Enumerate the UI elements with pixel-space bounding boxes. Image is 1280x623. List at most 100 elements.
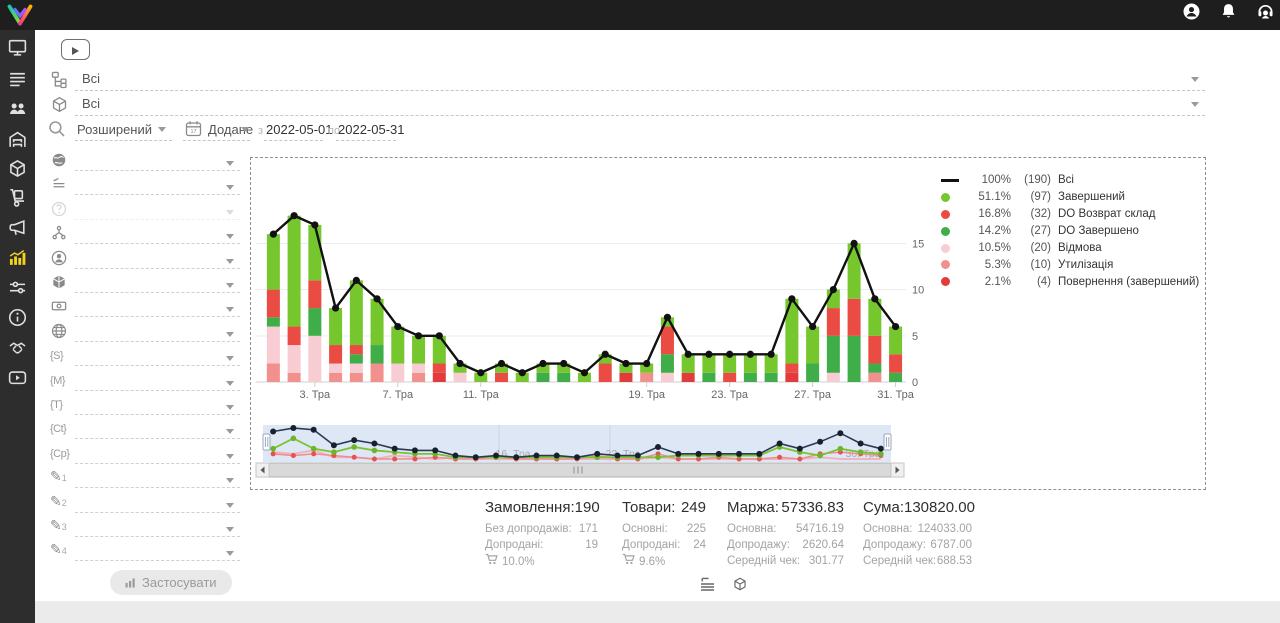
apply-filters-button[interactable]: Застосувати — [110, 570, 232, 595]
dropdown-arrow — [226, 478, 234, 484]
sidebar-item-delivery-trolley[interactable] — [7, 187, 28, 208]
stat-title: Товари: 249 — [622, 499, 706, 516]
app-logo[interactable] — [5, 2, 35, 28]
stat-subrow: Допродажу: 2620.64 — [727, 537, 844, 553]
filter-select-pencil-1[interactable]: ✎1 — [48, 468, 242, 491]
stat-sub-value: 124033.00 — [917, 523, 972, 535]
sidebar-item-automation-sliders[interactable] — [7, 277, 28, 298]
navigator-left-handle[interactable] — [262, 433, 271, 451]
sidebar-item-monitor[interactable] — [7, 37, 28, 58]
stat-sub-value: 54716.19 — [796, 523, 844, 535]
sidebar-item-partners-handshake[interactable] — [7, 337, 28, 358]
filter-select-underline[interactable] — [75, 170, 240, 171]
filter-select-underline[interactable] — [75, 194, 240, 196]
brace-t-icon: {T} — [50, 399, 63, 411]
navigator: 16. Тра 23. Тра 30. Тра — [262, 425, 892, 462]
search-mode-select[interactable]: Розширений — [77, 122, 152, 137]
list-view-icon[interactable] — [699, 576, 716, 592]
product-filter-underline[interactable] — [75, 115, 1205, 116]
date-field-select[interactable]: Додане — [208, 122, 254, 137]
sidebar-item-analytics-chart[interactable] — [7, 247, 28, 268]
filter-select-underline[interactable] — [75, 243, 240, 245]
category-filter-value[interactable]: Всі — [82, 71, 101, 86]
filter-select-underline[interactable] — [75, 438, 240, 440]
cart-icon — [622, 553, 635, 570]
filter-select-underline[interactable] — [75, 414, 240, 415]
navigator-right-handle[interactable] — [883, 433, 892, 451]
product-dropdown-arrow[interactable] — [1191, 102, 1199, 107]
stat-sub-value: 19 — [585, 539, 598, 551]
legend-item[interactable]: 5.3% (10) Утилізація — [941, 256, 1203, 273]
sidebar-item-warehouse[interactable] — [7, 129, 28, 150]
orders-chart[interactable]: 0 5 10 15 3. Тра 7. Тра 11. Тра 19. Тра 23. Тра 2… — [251, 158, 1205, 489]
filter-select-pencil-4[interactable]: ✎4 — [48, 541, 242, 564]
sidebar-item-marketing-megaphone[interactable] — [7, 217, 28, 238]
dropdown-arrow — [226, 527, 234, 532]
support-headset-icon[interactable] — [1256, 2, 1275, 21]
globe-solid-icon — [50, 151, 70, 171]
filter-select-underline[interactable] — [75, 340, 240, 342]
filter-select-underline[interactable] — [75, 365, 240, 367]
user-account-icon[interactable] — [1182, 2, 1201, 21]
filter-select-hierarchy[interactable] — [48, 224, 242, 247]
apply-button-label: Застосувати — [142, 575, 217, 590]
search-mode-underline — [75, 140, 172, 141]
dropdown-arrow — [226, 502, 234, 508]
sidebar-item-info[interactable] — [7, 307, 28, 328]
legend-lab: Утилізація — [1058, 258, 1114, 271]
sidebar-item-customers[interactable] — [7, 98, 28, 119]
category-dropdown-arrow[interactable] — [1191, 77, 1199, 82]
legend-item[interactable]: 10.5% (20) Відмова — [941, 240, 1203, 257]
filter-select-brace-ct[interactable]: {Ct} — [48, 419, 242, 442]
filter-select-underline[interactable] — [75, 560, 240, 562]
brace-s-icon: {S} — [50, 350, 64, 363]
product-filter-value[interactable]: Всі — [82, 96, 101, 111]
legend-item[interactable]: 14.2% (27) DO Завершено — [941, 223, 1203, 240]
search-mode-arrow[interactable] — [158, 127, 166, 132]
stat-title-label: Товари: — [622, 499, 676, 516]
sitemap-icon — [50, 70, 70, 90]
filter-select-pencil-2[interactable]: ✎2 — [48, 493, 242, 516]
sidebar-item-orders-list[interactable] — [7, 68, 28, 89]
date-from-input[interactable]: 2022-05-01 — [266, 122, 333, 137]
date-field-arrow[interactable] — [241, 127, 249, 132]
filter-select-person-circle[interactable] — [48, 249, 242, 272]
legend-item[interactable]: 100% (190) Всі — [941, 172, 1203, 189]
filter-select-cube-solid[interactable] — [48, 273, 242, 296]
filter-select-underline[interactable] — [75, 536, 240, 537]
sidebar-item-video-tutorials[interactable] — [7, 367, 28, 388]
legend-item[interactable]: 51.1% (97) Завершений — [941, 189, 1203, 206]
filter-select-underline[interactable] — [75, 389, 240, 391]
filter-select-pencil-3[interactable]: ✎3 — [48, 517, 242, 540]
filter-select-brace-s[interactable]: {S} — [48, 346, 242, 369]
sidebar-item-products[interactable] — [7, 158, 28, 179]
video-tour-button[interactable] — [61, 39, 90, 60]
filter-select-banknote[interactable] — [48, 297, 242, 320]
filter-select-underline[interactable] — [75, 267, 240, 269]
filter-select-underline[interactable] — [75, 462, 240, 464]
filter-select-underline[interactable] — [75, 316, 240, 318]
filter-select-globe-solid[interactable] — [48, 151, 242, 174]
svg-text:19. Тра: 19. Тра — [628, 389, 666, 401]
stat-column-margin: Маржа: 57336.83 Основна: 54716.19 Допродажу:… — [727, 499, 844, 569]
filter-select-underline[interactable] — [75, 487, 240, 489]
filter-select-underline[interactable] — [75, 218, 240, 220]
svg-text:31. Тра: 31. Тра — [877, 389, 915, 401]
legend-item[interactable]: 2.1% (4) Повернення (завершений) — [941, 273, 1203, 290]
products-view-icon[interactable] — [732, 576, 749, 592]
filter-select-brace-cp[interactable]: {Cp} — [48, 444, 242, 467]
legend-item[interactable]: 16.8% (32) DO Возврат склад — [941, 206, 1203, 223]
filter-select-underline[interactable] — [75, 292, 240, 293]
filter-select-globe-grid[interactable] — [48, 322, 242, 345]
filter-select-brace-t[interactable]: {T} — [48, 395, 242, 418]
filter-select-underline[interactable] — [75, 511, 240, 513]
date-to-input[interactable]: 2022-05-31 — [338, 122, 405, 137]
category-filter-underline[interactable] — [75, 90, 1205, 91]
filter-select-brace-m[interactable]: {M} — [48, 371, 242, 394]
scrollbar[interactable] — [255, 462, 905, 478]
filter-select-help-circle[interactable] — [48, 200, 242, 223]
filter-select-ranking-lines[interactable] — [48, 175, 242, 198]
notifications-bell-icon[interactable] — [1219, 2, 1238, 21]
legend-line-marker — [941, 179, 959, 182]
stat-column-sum: Сума: 130820.00 Основна: 124033.00 Допродажу… — [863, 499, 975, 569]
